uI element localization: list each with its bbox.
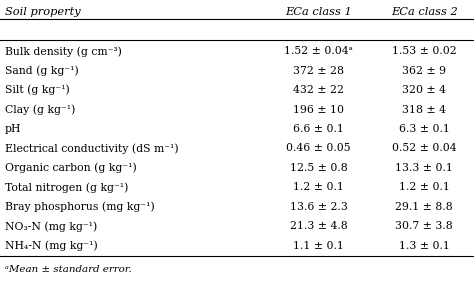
Text: 6.3 ± 0.1: 6.3 ± 0.1 <box>399 124 450 134</box>
Text: 196 ± 10: 196 ± 10 <box>293 105 344 114</box>
Text: ᵃMean ± standard error.: ᵃMean ± standard error. <box>5 265 131 274</box>
Text: Total nitrogen (g kg⁻¹): Total nitrogen (g kg⁻¹) <box>5 182 128 193</box>
Text: 1.3 ± 0.1: 1.3 ± 0.1 <box>399 241 450 251</box>
Text: 320 ± 4: 320 ± 4 <box>402 85 446 95</box>
Text: Organic carbon (g kg⁻¹): Organic carbon (g kg⁻¹) <box>5 163 137 173</box>
Text: 13.6 ± 2.3: 13.6 ± 2.3 <box>290 202 347 212</box>
Text: 21.3 ± 4.8: 21.3 ± 4.8 <box>290 221 347 231</box>
Text: NO₃-N (mg kg⁻¹): NO₃-N (mg kg⁻¹) <box>5 221 97 232</box>
Text: 1.2 ± 0.1: 1.2 ± 0.1 <box>399 182 450 192</box>
Text: Bray phosphorus (mg kg⁻¹): Bray phosphorus (mg kg⁻¹) <box>5 202 155 212</box>
Text: 1.2 ± 0.1: 1.2 ± 0.1 <box>293 182 344 192</box>
Text: 13.3 ± 0.1: 13.3 ± 0.1 <box>395 163 453 173</box>
Text: 1.53 ± 0.02: 1.53 ± 0.02 <box>392 46 456 56</box>
Text: 0.52 ± 0.04: 0.52 ± 0.04 <box>392 144 456 153</box>
Text: Bulk density (g cm⁻³): Bulk density (g cm⁻³) <box>5 46 122 56</box>
Text: 1.1 ± 0.1: 1.1 ± 0.1 <box>293 241 344 251</box>
Text: 0.46 ± 0.05: 0.46 ± 0.05 <box>286 144 351 153</box>
Text: Clay (g kg⁻¹): Clay (g kg⁻¹) <box>5 104 75 115</box>
Text: 30.7 ± 3.8: 30.7 ± 3.8 <box>395 221 453 231</box>
Text: Soil property: Soil property <box>5 7 81 17</box>
Text: ECa class 2: ECa class 2 <box>391 7 457 17</box>
Text: 432 ± 22: 432 ± 22 <box>293 85 344 95</box>
Text: 29.1 ± 8.8: 29.1 ± 8.8 <box>395 202 453 212</box>
Text: 362 ± 9: 362 ± 9 <box>402 66 446 76</box>
Text: pH: pH <box>5 124 21 134</box>
Text: 6.6 ± 0.1: 6.6 ± 0.1 <box>293 124 344 134</box>
Text: 12.5 ± 0.8: 12.5 ± 0.8 <box>290 163 347 173</box>
Text: Electrical conductivity (dS m⁻¹): Electrical conductivity (dS m⁻¹) <box>5 143 178 154</box>
Text: Sand (g kg⁻¹): Sand (g kg⁻¹) <box>5 65 79 76</box>
Text: 318 ± 4: 318 ± 4 <box>402 105 446 114</box>
Text: ECa class 1: ECa class 1 <box>285 7 352 17</box>
Text: NH₄-N (mg kg⁻¹): NH₄-N (mg kg⁻¹) <box>5 241 98 251</box>
Text: 372 ± 28: 372 ± 28 <box>293 66 344 76</box>
Text: 1.52 ± 0.04ᵃ: 1.52 ± 0.04ᵃ <box>284 46 353 56</box>
Text: Silt (g kg⁻¹): Silt (g kg⁻¹) <box>5 85 70 95</box>
